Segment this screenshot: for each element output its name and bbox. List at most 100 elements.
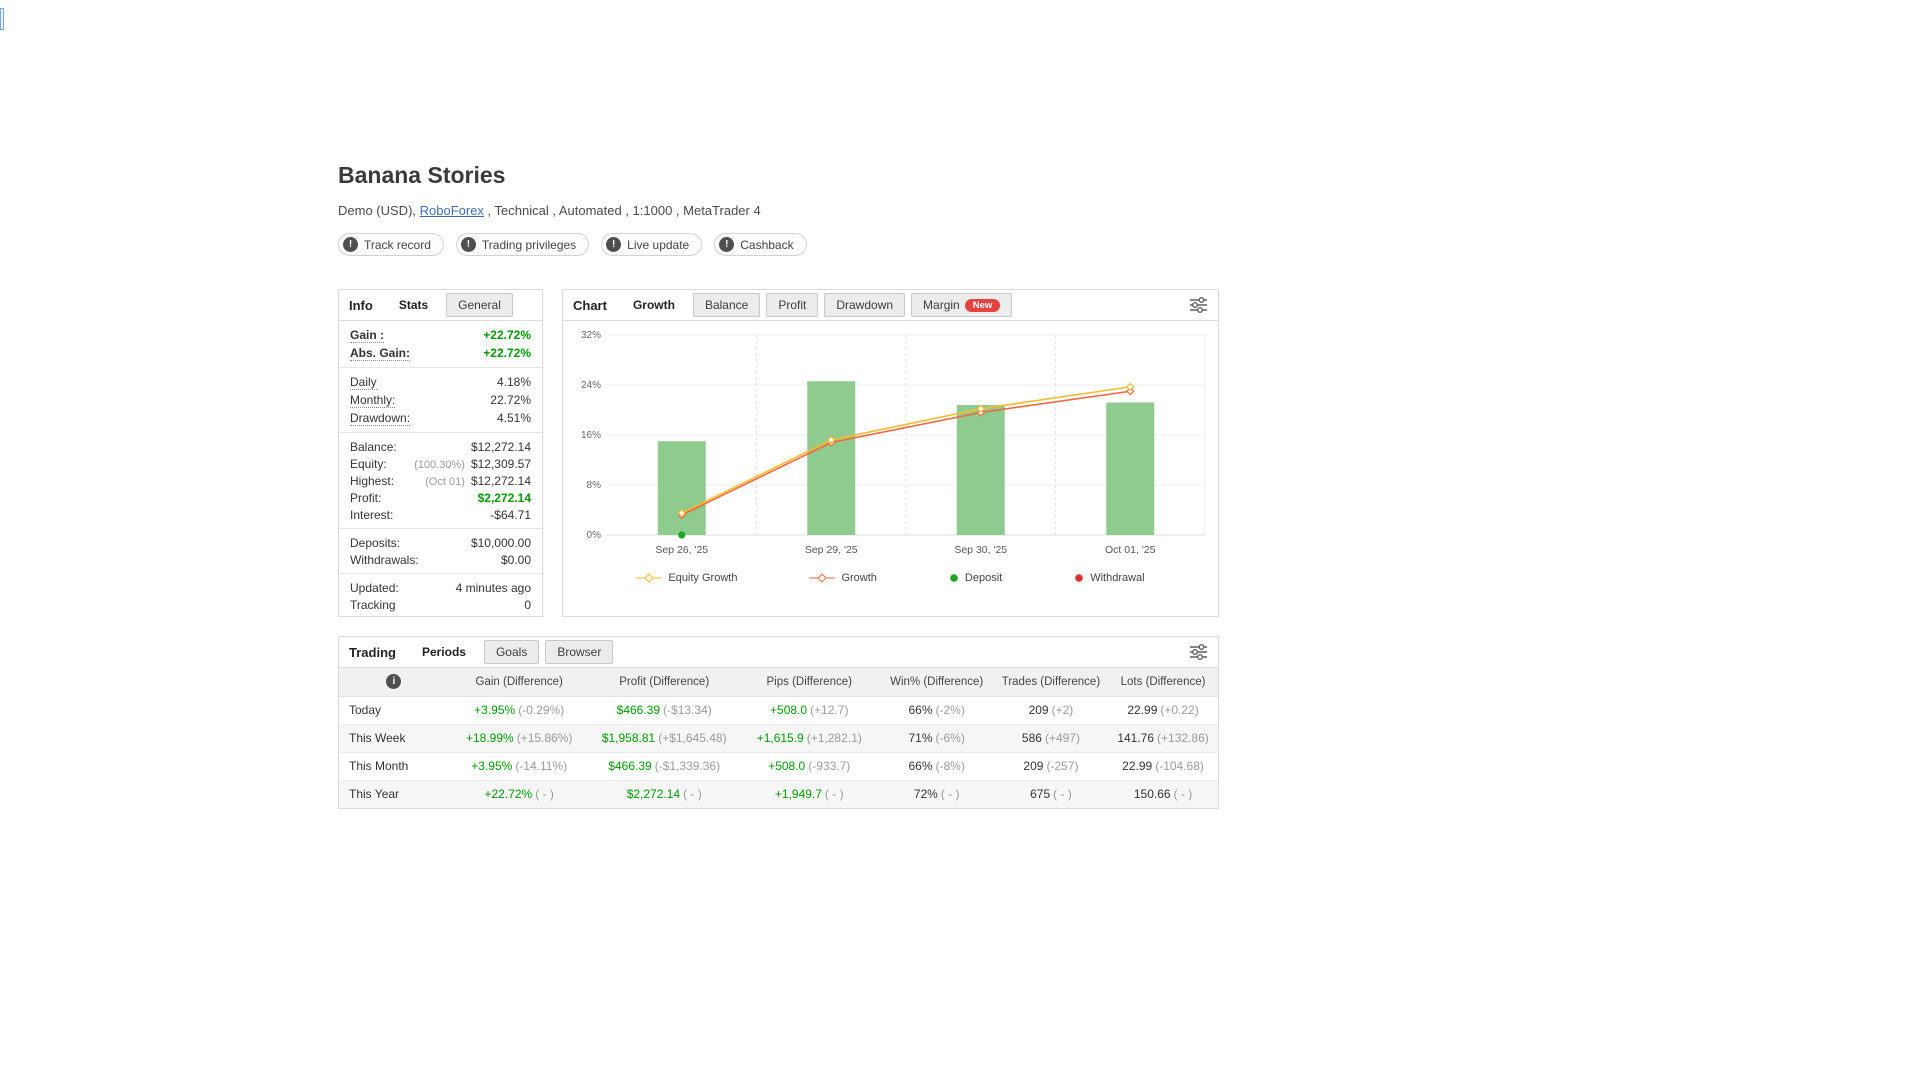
trading-panel: Trading Periods Goals Browser (338, 636, 1219, 809)
legend-deposit-marker (950, 574, 958, 582)
deposit-marker (678, 531, 686, 539)
badge-cashback[interactable]: ! Cashback (714, 233, 807, 256)
info-panel-header: Info Stats General (339, 290, 542, 321)
period-cell: $466.39 (-$1,339.36) (589, 752, 739, 781)
stat-value: $12,272.14 (470, 439, 531, 454)
stats-group: Deposits: $10,000.00 Withdrawals: $0.00 (339, 529, 542, 574)
tab-growth[interactable]: Growth (620, 293, 687, 317)
stat-label: Abs. Gain: (350, 345, 411, 361)
stat-value: +22.72% (483, 345, 531, 360)
legend-item[interactable]: Deposit (949, 572, 1002, 584)
svg-text:Sep 26, '25: Sep 26, '25 (655, 544, 708, 556)
badge-trading-privileges[interactable]: ! Trading privileges (455, 233, 590, 256)
svg-text:32%: 32% (581, 330, 601, 341)
stat-label: Deposits: (350, 535, 401, 550)
tab-balance[interactable]: Balance (692, 293, 761, 317)
col-trades: Trades (Difference) (993, 668, 1109, 697)
period-cell: 209 (+2) (993, 696, 1109, 725)
stat-label: Monthly: (350, 392, 396, 408)
stat-row: Profit: $2,272.14 (339, 489, 542, 506)
period-cell: 209 (-257) (993, 752, 1109, 781)
stat-value: 4.51% (496, 410, 531, 425)
stat-row: Drawdown: 4.51% (339, 409, 542, 427)
tab-browser[interactable]: Browser (545, 640, 614, 664)
stat-label: Tracking (350, 597, 396, 612)
stats-group: Gain : +22.72% Abs. Gain: +22.72% (339, 321, 542, 368)
col-lots: Lots (Difference) (1108, 668, 1218, 697)
trading-settings-icon[interactable] (1189, 644, 1208, 660)
tab-periods[interactable]: Periods (409, 640, 478, 664)
legend-label: Deposit (964, 572, 1003, 584)
account-subtitle: Demo (USD), RoboForex , Technical , Auto… (338, 203, 1219, 218)
period-cell: 66% (-8%) (879, 752, 994, 781)
stat-row: Tracking 0 (339, 596, 542, 613)
left-edge-marker (0, 8, 4, 30)
badge-label: Cashback (740, 237, 794, 252)
stat-row: Withdrawals: $0.00 (339, 551, 542, 568)
info-icon[interactable]: i (386, 674, 402, 690)
chart-panel-title: Chart (573, 297, 607, 313)
svg-text:Oct 01, '25: Oct 01, '25 (1105, 544, 1156, 556)
stat-row: Gain : +22.72% (339, 326, 542, 344)
alert-icon: ! (606, 237, 622, 252)
info-icon-cell: i (339, 668, 449, 697)
stat-row: Monthly: 22.72% (339, 391, 542, 409)
period-label: This Month (339, 752, 449, 781)
legend-item[interactable]: Equity Growth (636, 572, 737, 584)
stat-value: $0.00 (500, 552, 531, 567)
badge-track-record[interactable]: ! Track record (338, 233, 444, 256)
account-meta-text: , Technical , Automated , 1:1000 , MetaT… (483, 203, 761, 218)
chart-panel-header: Chart Growth Balance Profit Drawdown Mar… (563, 290, 1218, 321)
period-row: This Month +3.95% (-14.11%) $466.39 (-$1,339… (339, 752, 1218, 781)
periods-table-header: i Gain (Difference) Profit (Difference) … (339, 668, 1218, 697)
main-row: Info Stats General Gain : +22.72% Abs. G… (338, 289, 1219, 617)
period-label: Today (339, 696, 449, 725)
period-cell: 150.66( - ) (1133, 787, 1193, 802)
stat-value: (Oct 01) $12,272.14 (425, 473, 531, 488)
chart-settings-icon[interactable] (1189, 297, 1208, 313)
svg-text:16%: 16% (581, 430, 601, 441)
stat-value: -$64.71 (490, 507, 531, 522)
col-gain: Gain (Difference) (448, 668, 590, 697)
legend-item[interactable]: Withdrawal (1074, 572, 1145, 584)
tab-profit[interactable]: Profit (766, 293, 819, 317)
stat-value-prefix: (Oct 01) (425, 475, 468, 488)
badge-label: Trading privileges (481, 237, 577, 252)
period-row: This Year +22.72%( - ) $2,272.14( - ) +1,94… (339, 780, 1218, 808)
period-cell: 141.76 (+132.86) (1108, 724, 1218, 753)
tab-goals[interactable]: Goals (483, 640, 540, 664)
alert-icon: ! (343, 237, 358, 252)
stat-value: (100.30%) $12,309.57 (414, 456, 531, 471)
broker-link[interactable]: RoboForex (419, 203, 484, 218)
period-cell: $466.39 (-$13.34) (589, 696, 739, 725)
legend-item[interactable]: Growth (809, 572, 877, 584)
legend-label: Growth (841, 572, 877, 584)
period-cell: +22.72%( - ) (484, 787, 554, 802)
stat-label: Equity: (350, 456, 387, 471)
stat-label: Withdrawals: (350, 552, 419, 567)
period-label: This Week (339, 724, 449, 753)
badge-live-update[interactable]: ! Live update (601, 233, 703, 256)
stat-label: Updated: (350, 580, 399, 595)
period-cell: +3.95% (-14.11%) (448, 752, 590, 781)
trading-panel-title: Trading (349, 644, 396, 660)
stat-row: Interest: -$64.71 (339, 506, 542, 523)
period-cell: +18.99% (+15.86%) (448, 724, 590, 753)
tab-general[interactable]: General (446, 293, 513, 317)
new-badge: New (964, 299, 1001, 312)
growth-bar (956, 405, 1005, 535)
svg-text:24%: 24% (581, 380, 601, 391)
svg-text:8%: 8% (587, 480, 602, 491)
growth-bar (1106, 402, 1155, 535)
tab-drawdown[interactable]: Drawdown (824, 293, 906, 317)
period-cell: $2,272.14( - ) (626, 787, 702, 802)
period-cell: 22.99 (-104.68) (1108, 752, 1218, 781)
period-row: This Week +18.99% (+15.86%) $1,958.81 (+$1,6… (339, 724, 1218, 753)
stat-value: +22.72% (483, 327, 531, 342)
stat-label: Interest: (350, 507, 394, 522)
period-label: This Year (349, 787, 400, 802)
tab-stats[interactable]: Stats (386, 293, 441, 317)
period-cell: 66% (-2%) (879, 696, 994, 725)
tab-margin[interactable]: Margin New (911, 293, 1013, 317)
stat-row: Highest: (Oct 01) $12,272.14 (339, 472, 542, 489)
